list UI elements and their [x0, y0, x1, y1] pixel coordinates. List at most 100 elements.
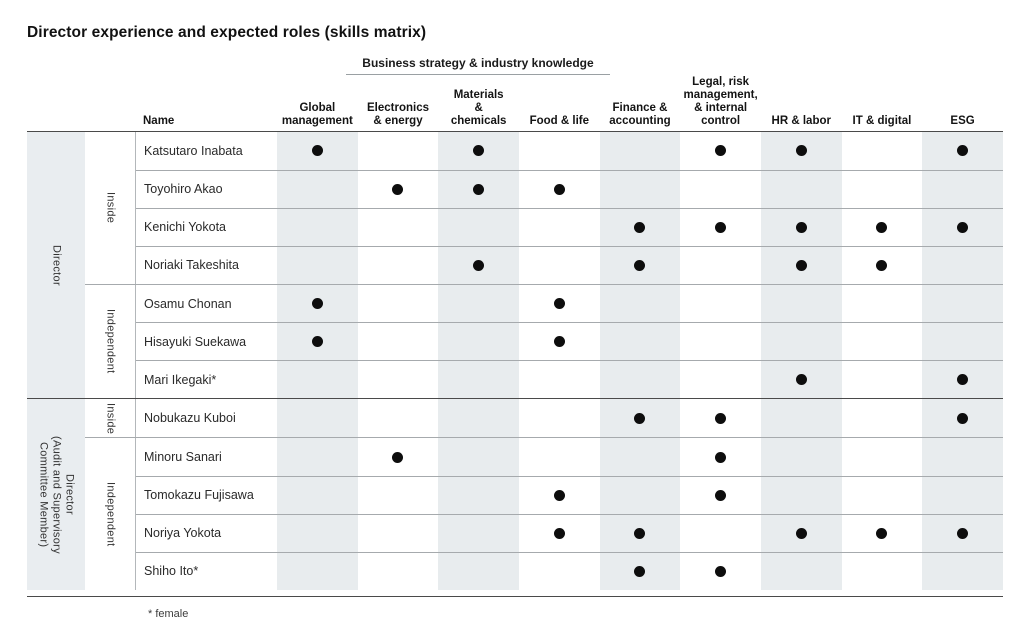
skill-cell	[519, 247, 600, 284]
director-name: Kenichi Yokota	[144, 220, 227, 235]
skill-dot-icon	[634, 259, 646, 271]
skill-cell	[358, 171, 439, 208]
skill-dot-icon	[311, 336, 323, 348]
column-header-1: Electronics & energy	[366, 102, 429, 127]
skill-cell	[358, 247, 439, 284]
skill-cell	[277, 208, 358, 246]
skill-cell	[599, 284, 681, 323]
column-header-8: ESG	[950, 115, 975, 127]
skill-cell	[277, 284, 358, 323]
skill-cell	[438, 323, 519, 361]
director-name: Nobukazu Kuboi	[144, 411, 236, 426]
type-label: Inside	[104, 402, 117, 434]
page-title: Director experience and expected roles (…	[27, 24, 427, 41]
skill-cell	[922, 514, 1003, 552]
skill-dot-icon	[311, 298, 323, 309]
section-rows: Katsutaro Inabata Toyohiro Akao Kenichi Yo…	[135, 132, 1003, 284]
skill-cell	[842, 553, 923, 590]
skill-dot-icon	[634, 527, 646, 539]
skill-cell	[842, 399, 923, 437]
skill-cell	[519, 477, 600, 514]
skill-cell	[599, 361, 681, 399]
skill-cell	[842, 285, 923, 323]
skill-cell	[438, 399, 519, 438]
section-inside: Inside Nobukazu Kuboi	[85, 399, 1003, 438]
skill-cell	[599, 246, 681, 284]
director-group-1: Director (Audit and Supervisory Committe…	[27, 398, 1003, 590]
skill-cell	[358, 285, 439, 323]
skill-dot-icon	[957, 374, 969, 386]
director-name: Minoru Sanari	[144, 450, 222, 465]
skill-dot-icon	[311, 145, 323, 157]
skill-cell	[277, 477, 358, 514]
skill-cell	[358, 438, 439, 476]
female-footnote: * female	[148, 608, 189, 620]
skill-cell	[842, 171, 923, 208]
group-label-cell: Director (Audit and Supervisory Committe…	[27, 399, 85, 590]
director-name: Shiho Ito*	[144, 564, 199, 579]
skill-cell	[760, 208, 842, 246]
skill-dot-icon	[634, 565, 646, 577]
skill-dot-icon	[795, 145, 807, 157]
skill-cell	[438, 514, 519, 552]
skill-cell	[760, 246, 842, 284]
column-header-6: HR & labor	[771, 115, 831, 127]
group-label-cell: Director	[27, 132, 85, 399]
skill-cell	[358, 515, 439, 552]
skill-cell	[842, 323, 923, 360]
skill-cell	[277, 323, 358, 361]
skill-cell	[599, 323, 681, 361]
table-row: Nobukazu Kuboi	[136, 399, 1003, 438]
skill-cell	[842, 247, 923, 284]
skill-dot-icon	[795, 221, 807, 233]
skill-cell	[519, 209, 600, 246]
skill-cell	[760, 323, 842, 361]
skill-dot-icon	[553, 183, 565, 195]
skill-cell	[680, 399, 761, 437]
skill-dot-icon	[473, 259, 485, 271]
skill-cell	[680, 361, 761, 398]
skill-cell	[760, 284, 842, 323]
type-label-cell: Independent	[85, 438, 135, 590]
skill-dot-icon	[553, 336, 565, 348]
table-row: Toyohiro Akao	[136, 169, 1003, 208]
skill-cell	[922, 399, 1003, 438]
skill-cell	[680, 515, 761, 552]
type-label-cell: Inside	[85, 132, 135, 284]
skill-cell	[599, 399, 681, 438]
skill-cell	[519, 285, 600, 323]
table-row: Noriya Yokota	[136, 513, 1003, 552]
skill-cell	[358, 399, 439, 437]
skill-cell	[519, 361, 600, 398]
skill-cell	[842, 438, 923, 476]
skill-dot-icon	[876, 527, 888, 539]
group-sections: Inside Katsutaro Inabata Toyohiro Akao Keni…	[85, 132, 1003, 399]
skill-cell	[760, 552, 842, 590]
column-header-0: Global management	[281, 102, 353, 127]
skill-cell	[438, 132, 519, 170]
skill-cell	[277, 132, 358, 170]
skill-cell	[438, 170, 519, 208]
table-body: Director Inside Katsutaro Inabata Toyohiro …	[27, 131, 1003, 597]
skill-dot-icon	[876, 221, 888, 233]
skill-cell	[922, 323, 1003, 361]
skill-cell	[438, 284, 519, 323]
type-label: Independent	[104, 481, 117, 547]
section-rows: Osamu Chonan Hisayuki Suekawa Mari Ikegaki…	[135, 284, 1003, 399]
type-label-cell: Inside	[85, 399, 135, 438]
table-row: Osamu Chonan	[136, 284, 1003, 323]
skill-dot-icon	[957, 145, 969, 157]
skill-cell	[760, 438, 842, 477]
skill-cell	[277, 514, 358, 552]
skill-cell	[760, 399, 842, 438]
skill-cell	[760, 514, 842, 552]
skill-dot-icon	[715, 489, 727, 501]
skill-cell	[922, 284, 1003, 323]
skill-cell	[680, 553, 761, 590]
skill-cell	[599, 208, 681, 246]
skill-cell	[277, 399, 358, 438]
section-independent: Independent Minoru Sanari Tomokazu Fujisaw…	[85, 437, 1003, 590]
skill-dot-icon	[795, 259, 807, 271]
skill-cell	[519, 553, 600, 590]
